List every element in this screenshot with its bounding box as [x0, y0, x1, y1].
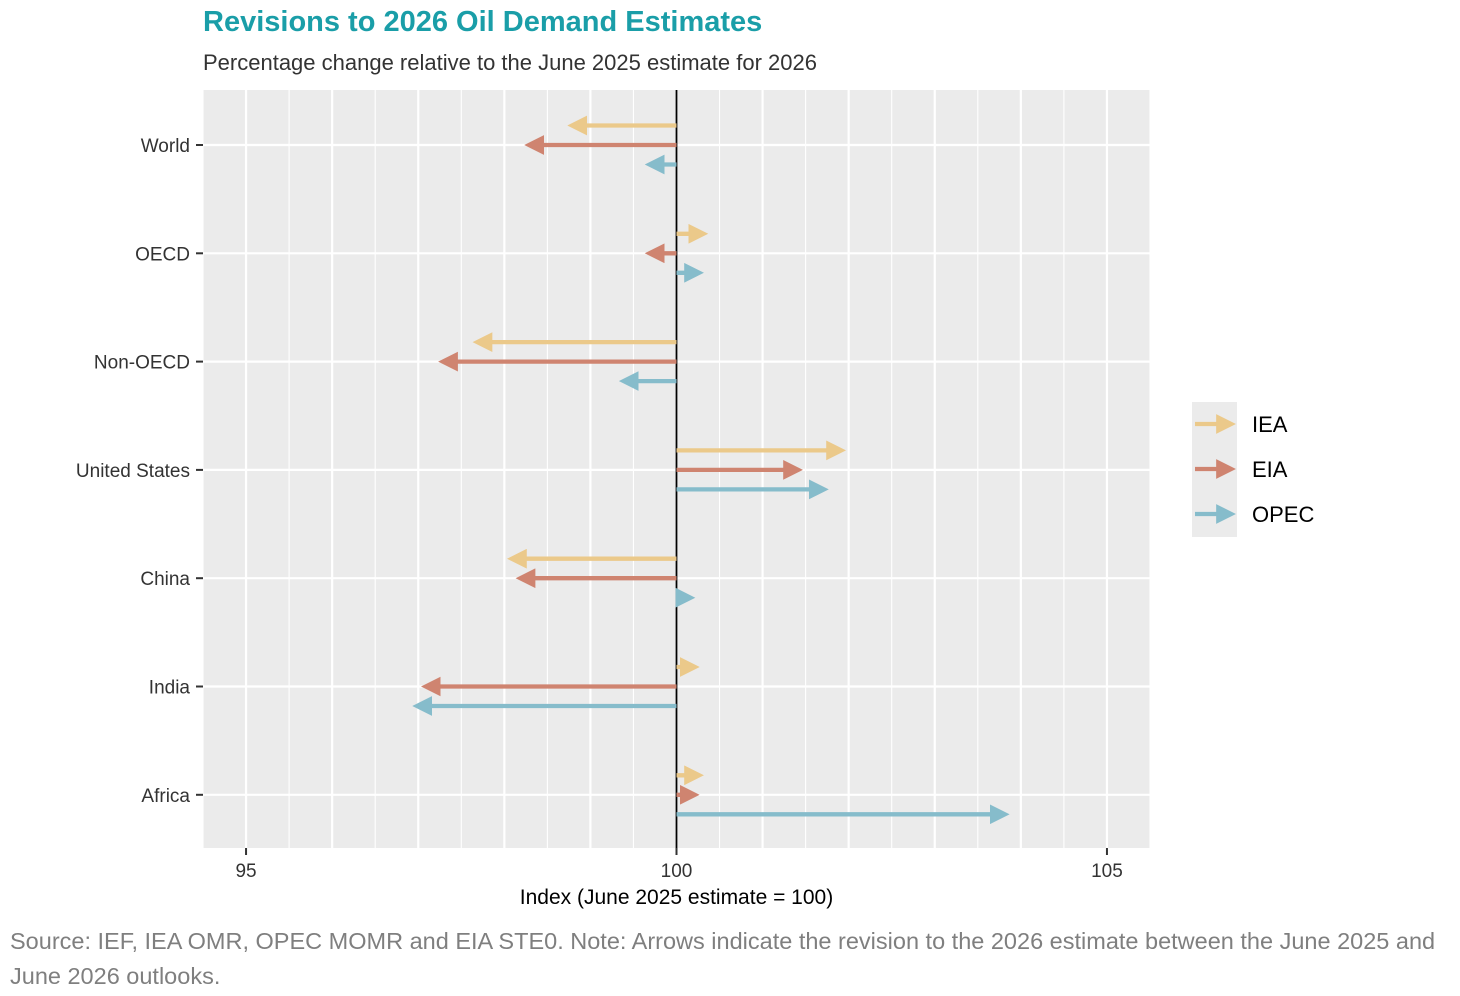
y-tick-label: OECD [135, 244, 190, 265]
y-tick-label: World [141, 136, 190, 157]
y-axis: World OECD Non-OECD United States China India… [76, 136, 203, 807]
legend-label-iea: IEA [1252, 412, 1288, 437]
x-tick-label: 105 [1091, 861, 1123, 882]
y-tick-label: China [140, 569, 190, 590]
y-tick-label: Africa [141, 786, 190, 807]
chart-title: Revisions to 2026 Oil Demand Estimates [203, 6, 763, 38]
x-tick-label: 100 [661, 861, 693, 882]
y-tick-label: Non-OECD [94, 353, 190, 374]
x-axis-label: Index (June 2025 estimate = 100) [520, 886, 833, 909]
grid-lines [202, 90, 1151, 848]
y-tick-label: United States [76, 461, 190, 482]
legend: IEA EIA OPEC [1192, 402, 1314, 537]
chart-subtitle: Percentage change relative to the June 2… [203, 50, 817, 75]
legend-label-opec: OPEC [1252, 502, 1314, 527]
y-tick-label: India [149, 678, 191, 699]
arrow-chart: World OECD Non-OECD United States China India… [76, 90, 1314, 909]
arrow-series [412, 115, 1010, 825]
source-note: Source: IEF, IEA OMR, OPEC MOMR and EIA … [10, 928, 1436, 989]
x-tick-label: 95 [235, 861, 256, 882]
legend-label-eia: EIA [1252, 457, 1288, 482]
x-axis: 95 100 105 [235, 848, 1123, 882]
